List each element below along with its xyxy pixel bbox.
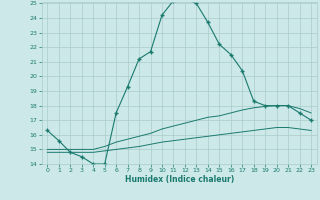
X-axis label: Humidex (Indice chaleur): Humidex (Indice chaleur) xyxy=(124,175,234,184)
